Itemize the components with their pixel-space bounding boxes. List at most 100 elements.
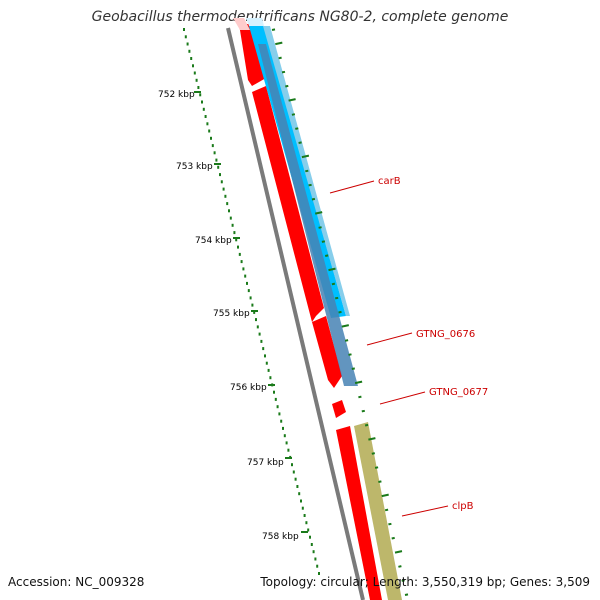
ruler-dot — [201, 100, 203, 104]
ruler-dot — [190, 57, 193, 60]
ruler-dot — [192, 64, 194, 68]
ruler-dot — [246, 281, 248, 285]
outer-ruler-tick — [295, 127, 299, 130]
ruler-dot — [280, 419, 283, 423]
ruler-major-ticks: 752 kbp 753 kbp 754 kbp 755 kbp 756 kbp … — [158, 90, 308, 542]
ruler-dot — [301, 506, 304, 510]
ruler-dot — [309, 535, 311, 539]
ruler-dot — [195, 78, 198, 82]
ruler-dot — [258, 332, 261, 336]
gene-arrow-reverse-shade — [246, 18, 264, 26]
ruler-dot — [229, 216, 232, 220]
outer-ruler-tick — [368, 437, 376, 441]
ruler-dot — [262, 347, 265, 351]
ruler-label-754: 754 kbp — [195, 236, 232, 246]
outer-ruler-tick — [401, 579, 405, 582]
ruler-label-752: 752 kbp — [158, 90, 195, 100]
outer-ruler-tick — [331, 282, 336, 286]
ruler-dot — [310, 543, 313, 546]
ruler-dot — [210, 136, 212, 140]
ruler-dot — [298, 492, 301, 496]
ruler-dot — [206, 122, 209, 126]
gene-labels: carB GTNG_0676 GTNG_0677 clpB — [329, 176, 488, 517]
ruler-dot — [199, 93, 202, 97]
outer-ruler-tick — [298, 141, 302, 144]
ruler-label-755: 755 kbp — [213, 309, 250, 319]
outer-ruler-tick — [404, 593, 409, 596]
outer-ruler-tick — [338, 310, 342, 314]
gene-label-GTNG_0676[interactable]: GTNG_0676 — [416, 329, 475, 340]
ruler-dot — [251, 303, 254, 307]
ruler-label-758: 758 kbp — [262, 532, 299, 542]
outer-ruler-tick — [381, 493, 389, 498]
gene-label-carB[interactable]: carB — [378, 176, 401, 187]
ruler-dot — [247, 289, 250, 293]
outer-ruler-tick — [314, 211, 323, 215]
reverse-strand — [246, 18, 402, 600]
gene-arrow-forward-4 — [332, 400, 346, 418]
outer-ruler-tick — [328, 267, 336, 272]
ruler-dot — [265, 361, 268, 365]
outer-ruler-tick — [325, 254, 329, 257]
outer-ruler-tick — [308, 183, 312, 187]
ruler-dot — [202, 107, 205, 111]
ruler-dot — [244, 274, 247, 278]
outer-ruler-tick — [398, 565, 402, 568]
ruler-dot — [305, 521, 308, 525]
ruler-dot — [211, 144, 214, 148]
outer-ruler-tick — [394, 550, 403, 554]
ruler-minor-ticks — [183, 28, 320, 575]
outer-ruler-tick — [301, 154, 310, 159]
ruler-dot — [193, 71, 196, 75]
ruler-dot — [276, 405, 279, 409]
outer-ruler-ticks — [271, 28, 409, 596]
ruler-dot — [238, 252, 241, 256]
ruler-dot — [208, 129, 211, 133]
ruler-dot — [231, 223, 234, 227]
outer-ruler-tick — [371, 452, 376, 455]
ruler-dot — [260, 339, 263, 343]
ruler-label-753: 753 kbp — [176, 162, 213, 172]
outer-ruler-tick — [361, 409, 365, 413]
ruler-dot — [255, 318, 257, 322]
gene-arrow-forward-2 — [252, 86, 324, 322]
ruler-dot — [217, 165, 220, 169]
outer-ruler-tick — [391, 536, 395, 540]
outer-ruler-tick — [335, 296, 339, 300]
ruler-dot — [220, 180, 223, 184]
outer-ruler-tick — [271, 28, 276, 31]
gene-leader-clpB — [401, 505, 449, 517]
outer-ruler-tick — [384, 508, 389, 512]
gene-arrow-forward-5 — [336, 426, 382, 600]
outer-ruler-tick — [364, 423, 369, 427]
gene-label-clpB[interactable]: clpB — [452, 501, 474, 512]
outer-ruler-tick — [321, 240, 326, 243]
ruler-dot — [296, 485, 299, 488]
ruler-dot — [269, 376, 272, 380]
ruler-dot — [224, 194, 227, 198]
gene-arrow-forward-shade — [233, 18, 250, 30]
gene-label-GTNG_0677[interactable]: GTNG_0677 — [429, 387, 488, 398]
gene-arrow-reverse-4 — [354, 422, 402, 600]
ruler-dot — [283, 434, 286, 438]
ruler-dot — [226, 202, 229, 206]
outer-ruler-tick — [278, 56, 282, 60]
ruler-dot — [183, 28, 185, 31]
genome-backbone — [226, 27, 365, 600]
ruler-dot — [314, 557, 317, 561]
outer-ruler-tick — [311, 197, 316, 201]
ruler-dot — [184, 35, 187, 39]
outer-ruler-tick — [388, 522, 392, 526]
outer-ruler-tick — [305, 169, 309, 173]
accession-text: Accession: NC_009328 — [8, 575, 145, 589]
ruler-dot — [318, 572, 320, 575]
gene-arrow-reverse-3 — [258, 44, 358, 386]
ruler-label-756: 756 kbp — [230, 383, 267, 393]
ruler-dot — [235, 238, 238, 242]
ruler-dot — [278, 412, 281, 416]
gene-arrow-forward-3 — [312, 316, 342, 388]
ruler-dot — [215, 158, 218, 162]
gene-leader-carB — [329, 180, 375, 194]
ruler-dot — [222, 187, 225, 191]
